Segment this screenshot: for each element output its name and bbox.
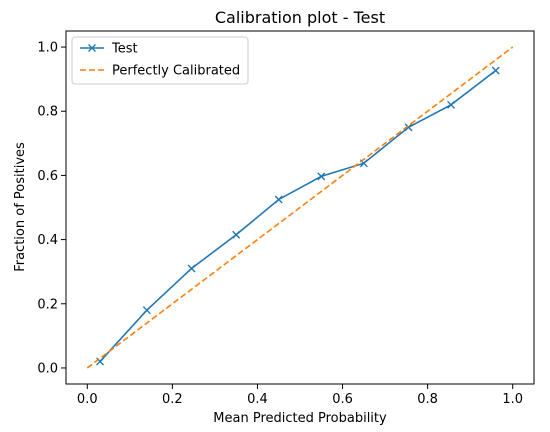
legend: Test Perfectly Calibrated: [71, 36, 249, 85]
data-point-marker: [187, 264, 196, 273]
x-axis-label: Mean Predicted Probability: [213, 411, 387, 426]
data-point-marker: [317, 172, 326, 181]
y-tick-label: 0.0: [37, 361, 58, 376]
data-point-marker: [447, 100, 456, 109]
y-tick-label: 0.8: [37, 105, 58, 120]
y-tick-label: 0.4: [37, 233, 58, 248]
plot-frame: [65, 30, 535, 385]
x-tick-label: 0.8: [417, 392, 438, 407]
series-line-1: [86, 46, 514, 369]
legend-label: Test: [111, 42, 138, 57]
x-tick-label: 0.4: [247, 392, 268, 407]
x-tick-label: 1.0: [502, 392, 523, 407]
data-point-marker: [274, 195, 283, 204]
data-point-marker: [404, 123, 413, 132]
x-axis: 0.0 0.2 0.4 0.6 0.8 1.0: [77, 384, 523, 407]
data-point-marker: [96, 357, 105, 366]
legend-marker: [88, 44, 96, 52]
data-point-marker: [142, 306, 151, 315]
x-tick-label: 0.0: [77, 392, 98, 407]
x-tick-label: 0.2: [162, 392, 183, 407]
y-tick-label: 1.0: [37, 41, 58, 56]
y-axis: 0.0 0.2 0.4 0.6 0.8 1.0: [37, 41, 66, 376]
series-layer: [86, 46, 514, 369]
series-line-0: [99, 69, 497, 363]
legend-box: [71, 36, 249, 85]
data-point-marker: [232, 230, 241, 239]
y-tick-label: 0.6: [37, 169, 58, 184]
chart-title: Calibration plot - Test: [215, 8, 385, 27]
x-tick-label: 0.6: [332, 392, 353, 407]
plot-area: [65, 30, 535, 385]
data-point-marker: [491, 66, 500, 75]
y-axis-label: Fraction of Positives: [13, 142, 28, 272]
legend-label: Perfectly Calibrated: [112, 64, 240, 79]
y-tick-label: 0.2: [37, 297, 58, 312]
